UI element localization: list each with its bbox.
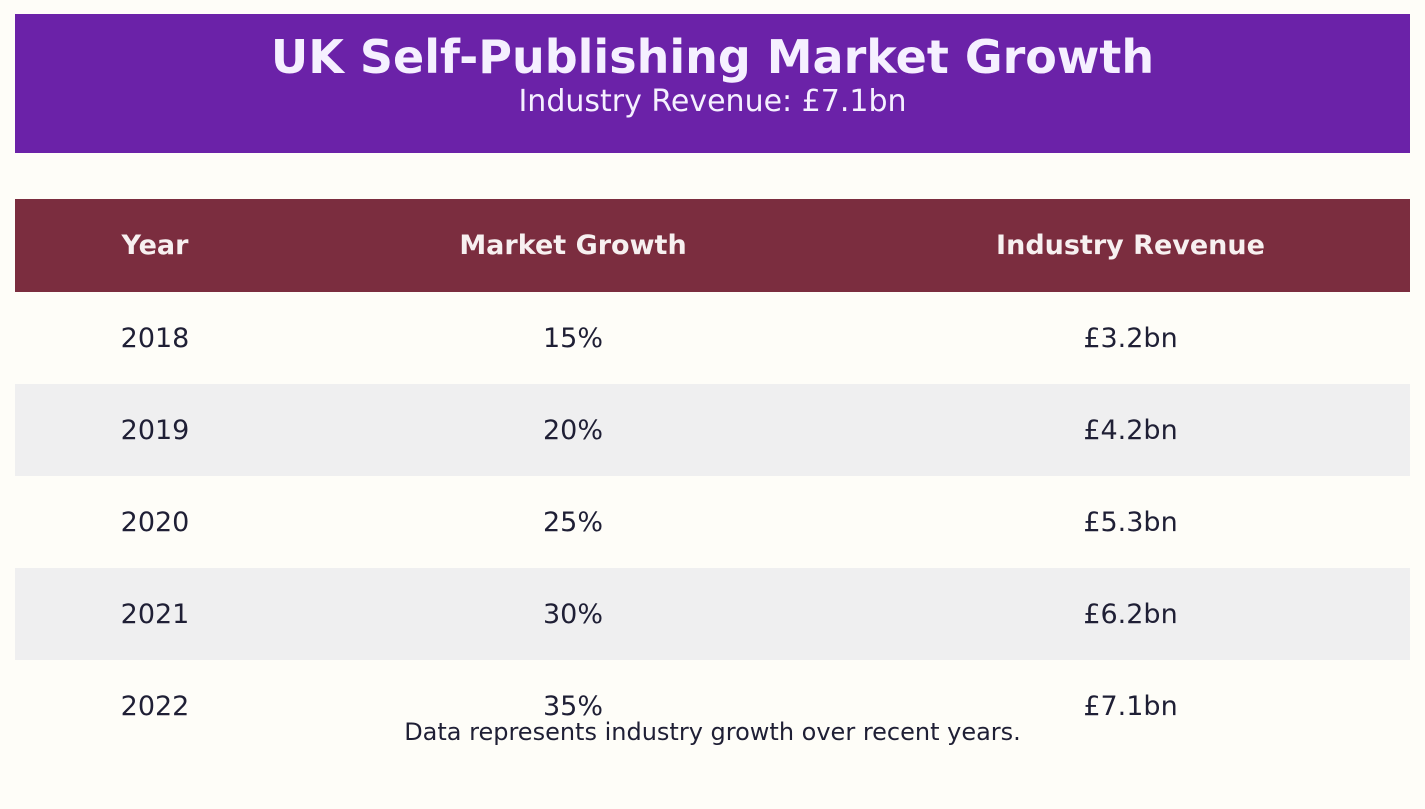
industry-revenue-cell: £7.1bn	[1083, 690, 1178, 722]
market-growth-cell: 25%	[542, 506, 603, 538]
column-header-year: Year	[15, 199, 295, 292]
column-header-industry-revenue: Industry Revenue	[851, 199, 1410, 292]
year-cell: 2018	[120, 322, 190, 354]
market-growth-cell: 35%	[542, 690, 603, 722]
table-row: 2021 30% £6.2bn	[15, 568, 1410, 660]
year-cell: 2022	[120, 690, 190, 722]
market-growth-cell: 20%	[295, 384, 851, 476]
industry-revenue-cell: £4.2bn	[851, 384, 1410, 476]
page-title: UK Self-Publishing Market Growth	[270, 30, 1155, 84]
data-table: Year Market Growth Industry Revenue 2018…	[15, 199, 1410, 752]
table-row: 2019 20% £4.2bn	[15, 384, 1410, 476]
page-subtitle: Industry Revenue: £7.1bn	[518, 84, 907, 119]
table-row: 2018 15% £3.2bn	[15, 292, 1410, 384]
industry-revenue-cell: £3.2bn	[1083, 322, 1178, 354]
industry-revenue-cell: £6.2bn	[851, 568, 1410, 660]
year-cell: 2021	[15, 568, 295, 660]
year-cell: 2020	[120, 506, 190, 538]
market-growth-cell: 30%	[295, 568, 851, 660]
table-header-row: Year Market Growth Industry Revenue	[15, 199, 1410, 292]
year-cell: 2019	[15, 384, 295, 476]
column-header-market-growth: Market Growth	[295, 199, 851, 292]
table-row: 2022 35% £7.1bn	[15, 660, 1410, 752]
footnote: Data represents industry growth over rec…	[404, 718, 1021, 746]
table-row: 2020 25% £5.3bn	[15, 476, 1410, 568]
industry-revenue-cell: £5.3bn	[1083, 506, 1178, 538]
title-banner: UK Self-Publishing Market Growth Industr…	[15, 14, 1410, 153]
market-growth-cell: 15%	[542, 322, 603, 354]
